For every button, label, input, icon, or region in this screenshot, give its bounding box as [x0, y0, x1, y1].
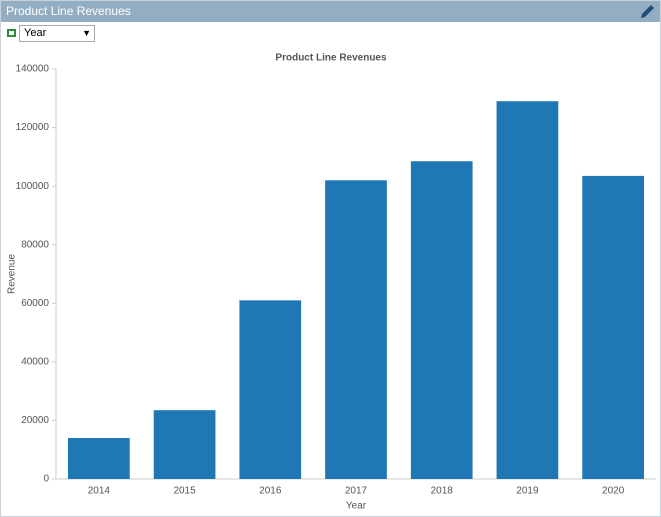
x-tick-label: 2017	[345, 486, 368, 497]
x-tick-label: 2016	[259, 486, 282, 497]
x-tick-label: 2015	[173, 486, 196, 497]
x-tick-label: 2014	[88, 486, 111, 497]
edit-icon[interactable]	[639, 3, 656, 20]
chart-title: Product Line Revenues	[275, 53, 387, 64]
panel-header: Product Line Revenues	[1, 1, 660, 22]
y-tick-label: 60000	[21, 298, 49, 309]
bar	[496, 101, 559, 479]
bar	[239, 300, 302, 479]
bar	[325, 180, 387, 480]
bar	[153, 410, 216, 479]
y-tick-label: 120000	[16, 122, 50, 133]
y-tick-label: 140000	[16, 64, 50, 75]
select-value: Year	[24, 27, 47, 39]
y-tick-label: 0	[43, 474, 49, 485]
x-tick-label: 2020	[602, 486, 625, 497]
y-tick-label: 80000	[21, 239, 49, 250]
y-axis-label: Revenue	[7, 254, 18, 294]
panel-title: Product Line Revenues	[6, 4, 131, 18]
y-tick-label: 40000	[21, 356, 49, 367]
chart: Product Line Revenues Year Revenue 0 2000…	[7, 53, 656, 512]
refresh-icon[interactable]	[6, 27, 18, 39]
y-tick-label: 100000	[16, 181, 50, 192]
bar	[68, 438, 130, 479]
bar	[582, 175, 644, 479]
bar	[410, 161, 473, 479]
y-tick-label: 20000	[21, 415, 49, 426]
x-axis-label: Year	[346, 501, 367, 512]
x-tick-label: 2019	[516, 486, 539, 497]
select-arrow: ▼	[82, 28, 91, 38]
period-select[interactable]: Year ▼	[19, 25, 95, 42]
x-tick-label: 2018	[431, 486, 454, 497]
